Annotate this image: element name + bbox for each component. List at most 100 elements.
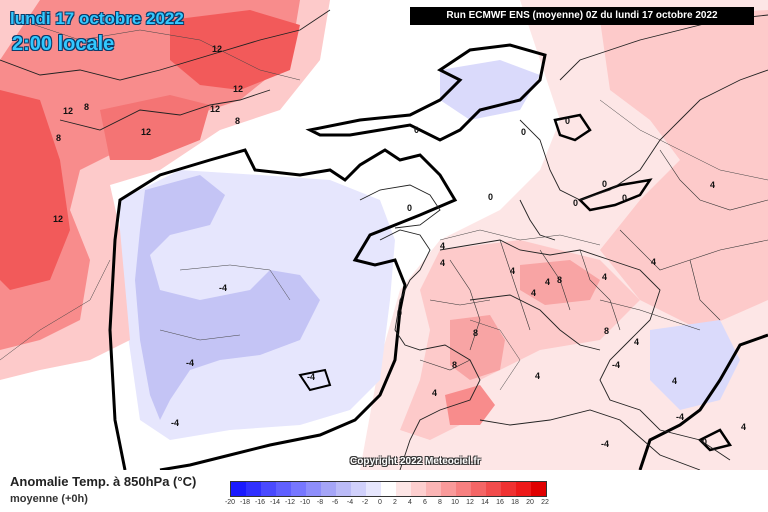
scale-tick-label: -18 bbox=[239, 499, 251, 506]
contour-label: 12 bbox=[233, 84, 243, 94]
scale-swatch bbox=[396, 482, 411, 496]
scale-swatch bbox=[231, 482, 246, 496]
scale-tick-label: 4 bbox=[408, 499, 412, 506]
warm-anomaly-alps bbox=[520, 260, 600, 305]
contour-label: -4 bbox=[307, 372, 315, 382]
scale-swatch bbox=[276, 482, 291, 496]
date-title: lundi 17 octobre 2022 bbox=[10, 9, 184, 28]
zero-contour-baltic bbox=[577, 178, 653, 212]
scale-swatch bbox=[246, 482, 261, 496]
scale-tick-label: -14 bbox=[269, 499, 281, 506]
contour-label: 8 bbox=[557, 275, 562, 285]
scale-swatch bbox=[411, 482, 426, 496]
contour-label: -4 bbox=[676, 412, 684, 422]
scale-tick-label: 10 bbox=[451, 499, 459, 506]
scale-tick-label: 20 bbox=[526, 499, 534, 506]
contour-label: 12 bbox=[212, 44, 222, 54]
cold-anomaly-medium bbox=[135, 175, 320, 420]
contour-label: 8 bbox=[604, 326, 609, 336]
scale-tick-label: -8 bbox=[316, 499, 324, 506]
contour-label: -4 bbox=[219, 283, 227, 293]
scale-swatch bbox=[261, 482, 276, 496]
scale-tick-label: 14 bbox=[481, 499, 489, 506]
contour-label: 8 bbox=[84, 102, 89, 112]
contour-label: 0 bbox=[573, 198, 578, 208]
zero-contour-north bbox=[305, 43, 547, 142]
scale-swatch bbox=[471, 482, 486, 496]
scale-tick-label: 6 bbox=[423, 499, 427, 506]
scale-tick-label: 0 bbox=[378, 499, 382, 506]
contour-label: 8 bbox=[56, 133, 61, 143]
legend-subtitle: moyenne (+0h) bbox=[10, 493, 88, 505]
contour-label: 0 bbox=[602, 179, 607, 189]
contour-label: 4 bbox=[602, 272, 607, 282]
zero-contour-southeast bbox=[697, 428, 733, 452]
scale-tick-label: -12 bbox=[284, 499, 296, 506]
scale-swatch bbox=[516, 482, 531, 496]
scale-swatch bbox=[291, 482, 306, 496]
contour-label: 8 bbox=[235, 116, 240, 126]
scale-tick-label: -6 bbox=[331, 499, 339, 506]
contour-label: 4 bbox=[531, 288, 536, 298]
scale-tick-label: -2 bbox=[361, 499, 369, 506]
contour-label: 0 bbox=[565, 116, 570, 126]
warm-anomaly-south-iberia bbox=[445, 385, 495, 425]
contour-label: 0 bbox=[622, 193, 627, 203]
contour-label: -4 bbox=[171, 418, 179, 428]
zero-contour-east bbox=[638, 333, 768, 470]
contour-label: 0 bbox=[414, 125, 419, 135]
contour-label: 12 bbox=[210, 104, 220, 114]
contour-label: -4 bbox=[186, 358, 194, 368]
scale-swatch bbox=[336, 482, 351, 496]
contour-label: 0 bbox=[397, 308, 402, 318]
contour-label: 12 bbox=[141, 127, 151, 137]
scale-tick-label: -10 bbox=[299, 499, 311, 506]
contour-label: -4 bbox=[612, 360, 620, 370]
scale-swatch bbox=[351, 482, 366, 496]
contour-label: 8 bbox=[473, 328, 478, 338]
scale-tick-label: -20 bbox=[224, 499, 236, 506]
scale-tick-label: 18 bbox=[511, 499, 519, 506]
warm-anomaly-greenland-strong-south bbox=[100, 95, 210, 160]
contour-label: 4 bbox=[545, 277, 550, 287]
contour-label: -4 bbox=[601, 439, 609, 449]
scale-tick-label: 16 bbox=[496, 499, 504, 506]
contour-labels: 12 12 12 8 12 8 12 8 12 0 0 0 0 0 0 0 0 … bbox=[53, 44, 746, 449]
contour-label: 4 bbox=[651, 257, 656, 267]
contour-label: 12 bbox=[53, 214, 63, 224]
contour-label: 0 bbox=[702, 437, 707, 447]
scale-swatch bbox=[456, 482, 471, 496]
cold-anomaly-north bbox=[440, 60, 540, 120]
scale-swatch bbox=[531, 482, 546, 496]
zero-contour-atlantic bbox=[108, 148, 458, 470]
scale-swatch bbox=[306, 482, 321, 496]
scale-swatch bbox=[486, 482, 501, 496]
zero-contour-scandinavia bbox=[553, 113, 592, 142]
zero-contour-midatlantic bbox=[298, 368, 332, 392]
copyright-text: Copyright 2022 Meteociel.fr bbox=[350, 456, 481, 467]
scale-swatch bbox=[381, 482, 396, 496]
scale-swatch bbox=[441, 482, 456, 496]
country-borders bbox=[419, 149, 768, 371]
scale-tick-label: 2 bbox=[393, 499, 397, 506]
scale-swatch bbox=[321, 482, 336, 496]
contour-label: 4 bbox=[535, 371, 540, 381]
warm-anomaly-iberia bbox=[450, 315, 505, 380]
contour-label: 12 bbox=[63, 106, 73, 116]
contour-label: 0 bbox=[407, 203, 412, 213]
contour-lines bbox=[0, 19, 768, 391]
contour-label: 4 bbox=[741, 422, 746, 432]
local-time-title: 2:00 locale bbox=[12, 33, 115, 55]
color-scale bbox=[230, 481, 547, 497]
contour-label: 4 bbox=[432, 388, 437, 398]
legend-title: Anomalie Temp. à 850hPa (°C) bbox=[10, 474, 197, 489]
contour-label: 4 bbox=[510, 266, 515, 276]
legend-panel: Anomalie Temp. à 850hPa (°C) moyenne (+0… bbox=[0, 470, 768, 512]
contour-label: 4 bbox=[672, 376, 677, 386]
cold-anomaly-east bbox=[650, 320, 740, 410]
scale-tick-label: -4 bbox=[346, 499, 354, 506]
contour-label: 0 bbox=[488, 192, 493, 202]
contour-label: 8 bbox=[452, 360, 457, 370]
contour-label: 4 bbox=[440, 258, 445, 268]
